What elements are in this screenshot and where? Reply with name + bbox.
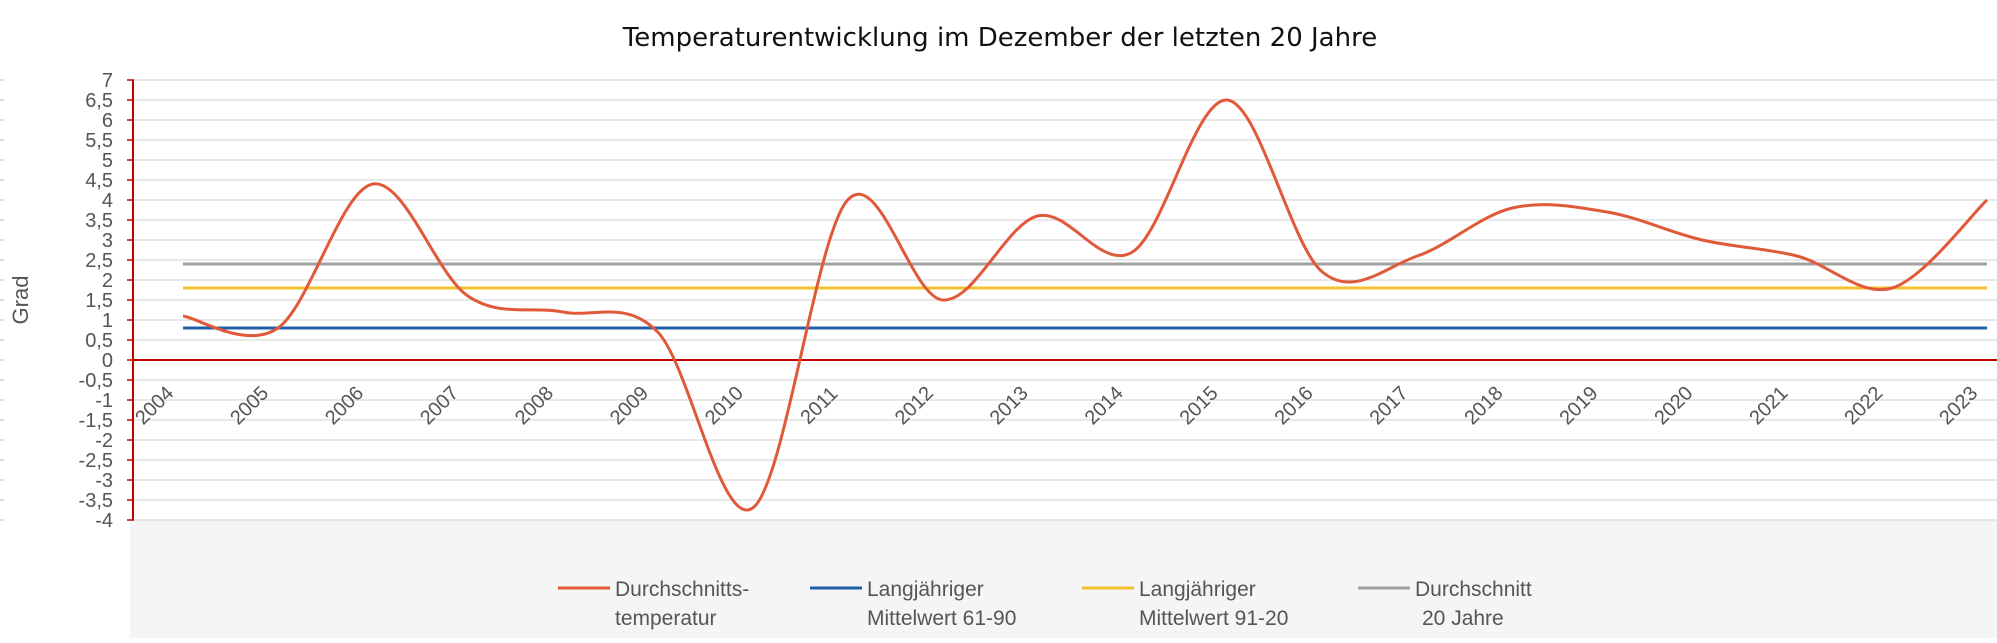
x-tick-label: 2014 [1081,382,1128,429]
x-tick-label: 2023 [1935,382,1982,429]
grid-layer [0,79,1997,521]
y-tick-label: -3,5 [79,490,113,512]
legend-label-durchschnitt: temperatur [615,607,717,630]
x-tick-label: 2011 [796,383,842,429]
chart-title: Temperaturentwicklung im Dezember der le… [622,23,1377,53]
y-tick-label: 2 [102,270,113,292]
y-tick-label: -2 [95,430,113,452]
y-tick-label: 3,5 [85,210,113,232]
y-tick-label: 5,5 [85,130,113,152]
x-tick-label: 2012 [891,382,938,429]
legend-label-schnitt20: 20 Jahre [1422,607,1504,630]
x-tick-label: 2009 [606,382,653,429]
y-tick-label: -1,5 [79,410,113,432]
axes [127,79,1997,521]
x-tick-label: 2008 [511,382,558,429]
x-tick-label: 2020 [1650,382,1697,429]
y-tick-label: 6 [102,110,113,132]
y-tick-label: 6,5 [85,90,113,112]
x-tick-label: 2018 [1461,382,1508,429]
y-tick-label: 5 [102,150,113,172]
legend-label-mittel9120: Mittelwert 91-20 [1139,607,1288,630]
x-tick-label: 2006 [321,382,368,429]
y-tick-label: -0,5 [79,370,113,392]
y-tick-label: 4 [102,190,113,212]
y-axis-label: Grad [8,276,33,325]
legend-label-mittel6190: Langjähriger [867,578,984,601]
y-tick-label: -1 [95,390,113,412]
x-tick-labels: 2004 2005 2006 2007 2008 2009 2010 2011 2012 2013… [131,382,1982,429]
x-tick-label: 2015 [1176,382,1223,429]
legend-label-mittel9120: Langjähriger [1139,578,1256,601]
y-tick-label: 4,5 [85,170,113,192]
y-tick-label: 3 [102,230,113,252]
x-tick-label: 2013 [986,382,1033,429]
y-tick-label: -3 [95,470,113,492]
y-tick-label: 7 [102,70,113,92]
x-tick-label: 2007 [416,382,463,429]
y-tick-label: 0,5 [85,330,113,352]
series-layer [182,98,1989,512]
x-tick-label: 2004 [131,382,178,429]
y-tick-label: -4 [95,510,113,532]
y-tick-label: 0 [102,350,113,372]
y-tick-label: 1 [102,310,113,332]
legend-label-mittel6190: Mittelwert 61-90 [867,607,1016,630]
x-tick-label: 2021 [1745,382,1792,429]
x-tick-label: 2019 [1555,382,1602,429]
legend-background [130,520,1997,638]
y-tick-label: 1,5 [85,290,113,312]
x-tick-label: 2016 [1271,382,1318,429]
legend-label-schnitt20: Durchschnitt [1415,578,1532,601]
x-tick-label: 2022 [1840,382,1887,429]
series-line-durchschnitt [182,98,1989,512]
legend: Durchschnitts-temperatur Langjähriger Mitt… [558,578,1532,630]
y-tick-label: -2,5 [79,450,113,472]
y-tick-label: 2,5 [85,250,113,272]
x-tick-label: 2017 [1366,382,1413,429]
y-tick-labels: -4-3,5-3-2,5-2-1,5-1-0,500,511,522,533,5… [79,70,113,532]
legend-label-durchschnitt: Durchschnitts- [615,578,749,601]
x-tick-label: 2005 [226,382,273,429]
x-tick-label: 2010 [701,382,748,429]
